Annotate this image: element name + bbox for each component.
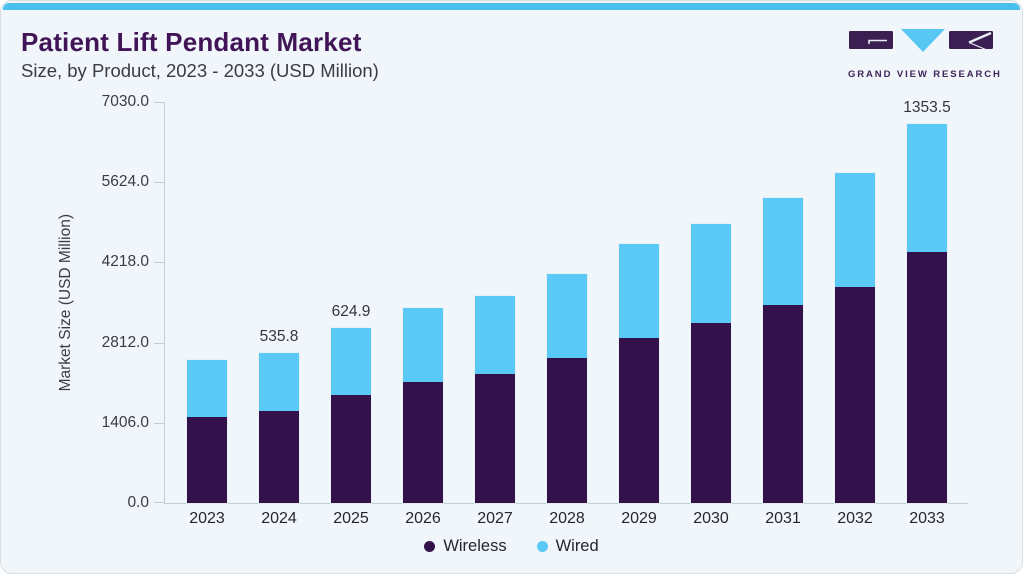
legend-item-wireless: Wireless	[424, 537, 507, 556]
legend: Wireless Wired	[1, 537, 1022, 556]
bar-segment-wired	[763, 198, 803, 306]
y-axis-title-container: Market Size (USD Million)	[57, 102, 75, 503]
bar-segment-wireless	[187, 416, 227, 503]
y-tick-label: 1406.0	[101, 413, 149, 431]
bar-segment-wired	[475, 296, 515, 375]
bar-segment-wireless	[691, 323, 731, 503]
stacked-bar-2023	[186, 359, 228, 504]
bar-segment-wired	[835, 173, 875, 287]
legend-label-wireless: Wireless	[443, 537, 507, 555]
stacked-bar-2032	[834, 172, 876, 504]
logo-wordmark: GRAND VIEW RESEARCH	[848, 69, 1002, 80]
x-tick-label: 2029	[621, 510, 657, 527]
bar-value-label-2025: 624.9	[331, 303, 371, 320]
bar-segment-wireless	[547, 358, 587, 503]
y-tick-mark	[154, 102, 164, 103]
stacked-bar-2027	[474, 295, 516, 504]
bar-value-label-2033: 1353.5	[903, 99, 951, 117]
bar-segment-wired	[187, 360, 227, 417]
x-tick-label: 2028	[549, 510, 585, 527]
x-tick-label: 2032	[837, 510, 873, 527]
x-tick-label: 2025	[333, 510, 369, 527]
stacked-bar-2033	[906, 123, 948, 504]
grand-view-research-logo: GRAND VIEW RESEARCH	[848, 28, 1002, 80]
y-tick-mark	[154, 262, 164, 264]
page-title: Patient Lift Pendant Market	[21, 27, 362, 57]
y-tick-label: 7030.0	[101, 93, 149, 110]
stacked-bar-2026	[402, 307, 444, 504]
y-tick-label: 5624.0	[101, 173, 149, 191]
bar-segment-wired	[619, 244, 659, 339]
wireless-legend-dot-icon	[424, 541, 436, 552]
y-tick-label: 0.0	[127, 494, 149, 511]
bar-segment-wireless	[907, 252, 947, 503]
stacked-bar-2024	[258, 351, 300, 505]
bar-segment-wireless	[403, 382, 443, 503]
bar-segment-wireless	[331, 395, 371, 503]
bar-segment-wired	[691, 224, 731, 324]
y-axis-title: Market Size (USD Million)	[57, 213, 74, 392]
page-subtitle: Size, by Product, 2023 - 2033 (USD Milli…	[21, 60, 379, 81]
stacked-bar-2030	[690, 223, 732, 504]
y-tick-mark	[154, 342, 164, 344]
bar-segment-wireless	[259, 411, 299, 503]
y-tick-label: 4218.0	[101, 253, 149, 271]
x-tick-label: 2026	[405, 510, 441, 527]
plot-area: 0.0 1406.0 2812.0 4218.0 5624.0 7030.0 2023 202…	[102, 93, 968, 527]
x-tick-label: 2027	[477, 510, 513, 527]
x-tick-label: 2023	[189, 510, 225, 527]
bar-segment-wired	[403, 308, 443, 383]
bar-segment-wired	[259, 352, 299, 411]
y-tick-mark	[154, 502, 164, 503]
bar-segment-wireless	[475, 374, 515, 503]
y-tick-mark	[154, 182, 164, 184]
x-tick-label: 2033	[909, 510, 945, 527]
x-tick-label: 2031	[765, 510, 801, 527]
bar-value-label-2024: 535.8	[259, 327, 299, 345]
x-tick-label: 2024	[261, 510, 297, 527]
bar-segment-wired	[907, 124, 947, 253]
stacked-bar-2029	[618, 243, 660, 504]
y-tick-label: 2812.0	[101, 333, 149, 351]
legend-item-wired: Wired	[536, 537, 599, 556]
bar-segment-wired	[331, 328, 371, 396]
bar-segment-wireless	[835, 287, 875, 503]
bar-segment-wired	[547, 274, 587, 359]
top-accent-strip	[3, 3, 1020, 10]
stacked-bar-2025	[330, 327, 372, 504]
x-tick-label: 2030	[693, 510, 729, 527]
wired-legend-dot-icon	[536, 541, 548, 552]
bar-segment-wireless	[619, 338, 659, 503]
legend-label-wired: Wired	[555, 537, 599, 555]
bar-segment-wireless	[763, 305, 803, 503]
gvr-logo-icon	[849, 29, 995, 54]
y-tick-mark	[154, 422, 164, 424]
stacked-bar-2028	[546, 273, 588, 504]
stacked-bar-2031	[762, 197, 804, 504]
